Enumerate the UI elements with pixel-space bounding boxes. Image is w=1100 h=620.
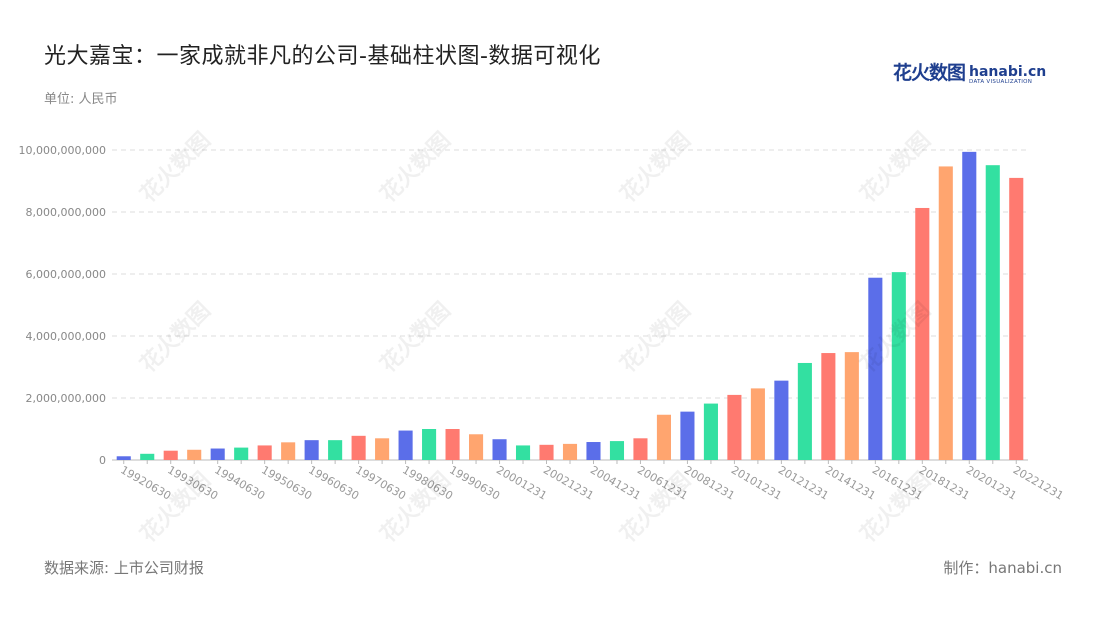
bar bbox=[304, 440, 319, 460]
bar bbox=[915, 207, 930, 460]
bar bbox=[680, 411, 695, 460]
bar bbox=[750, 388, 765, 460]
y-tick-label: 6,000,000,000 bbox=[26, 268, 106, 281]
unit-label: 单位: 人民币 bbox=[44, 92, 118, 107]
bar bbox=[210, 448, 225, 460]
x-tick-label: 20101231 bbox=[729, 463, 784, 502]
bar bbox=[422, 429, 437, 460]
bar bbox=[656, 414, 671, 460]
y-tick-label: 8,000,000,000 bbox=[26, 206, 106, 219]
bar bbox=[938, 166, 953, 460]
bar bbox=[116, 456, 131, 460]
x-tick-label: 20041231 bbox=[588, 463, 643, 502]
bar bbox=[257, 445, 272, 460]
x-tick-label: 19920630 bbox=[118, 463, 173, 502]
data-source: 数据来源: 上市公司财报 bbox=[44, 559, 204, 577]
x-tick-label: 19930630 bbox=[165, 463, 220, 502]
x-tick-label: 19950630 bbox=[259, 463, 314, 502]
logo-cn-text: 花火数图 bbox=[893, 62, 966, 84]
bar bbox=[868, 277, 883, 460]
bar bbox=[163, 450, 178, 460]
logo-en-block: hanabi.cn DATA VISUALIZATION bbox=[969, 65, 1046, 86]
y-tick-label: 2,000,000,000 bbox=[26, 392, 106, 405]
bar bbox=[821, 353, 836, 460]
logo-en-text: hanabi.cn bbox=[969, 63, 1047, 80]
bar bbox=[328, 440, 343, 460]
bar bbox=[351, 435, 366, 460]
maker-credit: 制作：hanabi.cn bbox=[943, 559, 1062, 577]
page-title: 光大嘉宝：一家成就非凡的公司-基础柱状图-数据可视化 bbox=[44, 44, 601, 69]
bar bbox=[962, 151, 977, 461]
bar bbox=[281, 442, 296, 460]
x-tick-label: 20001231 bbox=[494, 463, 549, 502]
grid-lines bbox=[112, 149, 1028, 461]
x-tick-label: 20221231 bbox=[1011, 463, 1066, 502]
bar bbox=[539, 444, 554, 460]
bar bbox=[398, 430, 413, 460]
y-axis: 0 2,000,000,000 4,000,000,000 6,000,000,000… bbox=[19, 144, 106, 467]
x-tick-label: 20081231 bbox=[682, 463, 737, 502]
x-tick-label: 19980630 bbox=[400, 463, 455, 502]
bar bbox=[140, 453, 155, 460]
bar bbox=[1009, 177, 1024, 460]
x-tick-label: 20161231 bbox=[870, 463, 925, 502]
bar bbox=[586, 442, 601, 460]
bar bbox=[633, 438, 648, 460]
bar bbox=[445, 429, 460, 460]
bar bbox=[187, 449, 202, 460]
x-tick-label: 20141231 bbox=[823, 463, 878, 502]
bar bbox=[797, 362, 812, 460]
logo-sub-text: DATA VISUALIZATION bbox=[969, 78, 1033, 85]
bar bbox=[234, 447, 249, 460]
x-tick-label: 20061231 bbox=[635, 463, 690, 502]
x-tick-label: 20201231 bbox=[964, 463, 1019, 502]
x-tick-label: 20181231 bbox=[917, 463, 972, 502]
bar bbox=[891, 272, 906, 460]
bar bbox=[703, 403, 718, 460]
bar bbox=[774, 380, 789, 460]
x-tick-label: 19960630 bbox=[306, 463, 361, 502]
x-tick-label: 20121231 bbox=[776, 463, 831, 502]
bar bbox=[375, 438, 390, 460]
y-tick-label: 10,000,000,000 bbox=[19, 144, 106, 157]
bar bbox=[469, 434, 484, 460]
x-tick-label: 20021231 bbox=[541, 463, 596, 502]
x-tick-label: 19940630 bbox=[212, 463, 267, 502]
bar-series bbox=[116, 151, 1024, 461]
y-tick-label: 4,000,000,000 bbox=[26, 330, 106, 343]
y-tick-label: 0 bbox=[99, 454, 106, 467]
x-axis: 1992063019930630199406301995063019960630… bbox=[118, 460, 1066, 503]
brand-logo: 花火数图 hanabi.cn DATA VISUALIZATION bbox=[893, 58, 1046, 85]
x-tick-label: 19970630 bbox=[353, 463, 408, 502]
bar bbox=[562, 443, 578, 460]
bar bbox=[515, 445, 531, 460]
bar bbox=[985, 165, 1000, 460]
bar bbox=[492, 439, 507, 460]
x-tick-label: 19990630 bbox=[447, 463, 502, 502]
bar bbox=[727, 394, 742, 460]
bar bbox=[844, 352, 859, 460]
bar bbox=[609, 441, 625, 460]
